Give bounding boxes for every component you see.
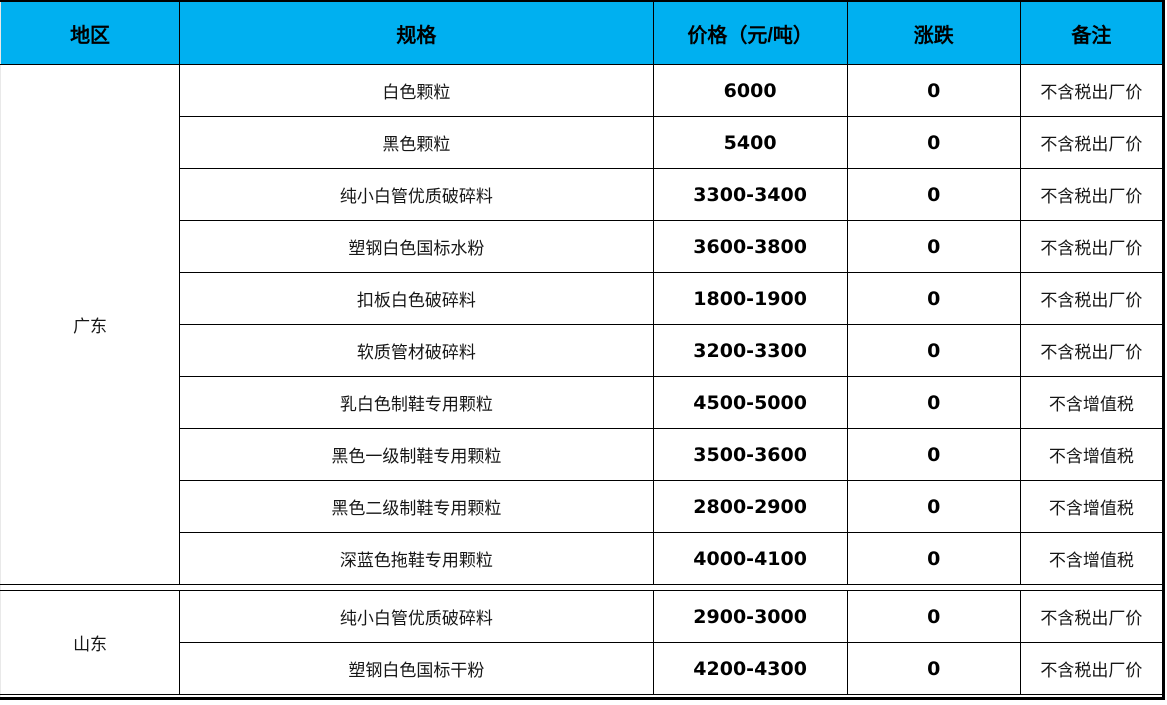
table-row: 塑钢白色国标水粉 3600-3800 0 不含税出厂价 xyxy=(1,220,1165,273)
price-cell: 4200-4300 xyxy=(652,642,848,695)
note-cell: 不含增值税 xyxy=(1019,532,1165,585)
change-cell: 0 xyxy=(846,590,1021,643)
price-cell: 1800-1900 xyxy=(652,272,848,325)
table-row: 扣板白色破碎料 1800-1900 0 不含税出厂价 xyxy=(1,272,1165,325)
change-cell: 0 xyxy=(846,428,1021,481)
change-cell: 0 xyxy=(846,272,1021,325)
header-region: 地区 xyxy=(0,0,181,65)
spec-cell: 乳白色制鞋专用颗粒 xyxy=(179,376,654,429)
table-row: 纯小白管优质破碎料 3300-3400 0 不含税出厂价 xyxy=(1,168,1165,221)
note-cell: 不含税出厂价 xyxy=(1019,64,1165,117)
header-change: 涨跌 xyxy=(846,0,1021,65)
note-cell: 不含税出厂价 xyxy=(1019,220,1165,273)
note-cell: 不含增值税 xyxy=(1019,428,1165,481)
change-cell: 0 xyxy=(846,64,1021,117)
price-cell: 6000 xyxy=(652,64,848,117)
note-cell: 不含税出厂价 xyxy=(1019,168,1165,221)
price-cell: 5400 xyxy=(652,116,848,169)
change-cell: 0 xyxy=(846,324,1021,377)
table-row: 软质管材破碎料 3200-3300 0 不含税出厂价 xyxy=(1,324,1165,377)
change-cell: 0 xyxy=(846,220,1021,273)
region-cell: 广东 xyxy=(0,64,181,585)
spec-cell: 扣板白色破碎料 xyxy=(179,272,654,325)
table-header: 地区 规格 价格（元/吨） 涨跌 备注 xyxy=(0,0,1165,65)
table-row: 广东 白色颗粒 6000 0 不含税出厂价 xyxy=(0,64,1165,585)
price-cell: 2800-2900 xyxy=(652,480,848,533)
table-row: 山东 纯小白管优质破碎料 2900-3000 0 不含税出厂价 xyxy=(0,590,1165,695)
spec-cell: 黑色二级制鞋专用颗粒 xyxy=(179,480,654,533)
price-cell: 3600-3800 xyxy=(652,220,848,273)
spec-cell: 软质管材破碎料 xyxy=(179,324,654,377)
spec-cell: 黑色一级制鞋专用颗粒 xyxy=(179,428,654,481)
spec-cell: 纯小白管优质破碎料 xyxy=(179,168,654,221)
change-cell: 0 xyxy=(846,480,1021,533)
note-cell: 不含税出厂价 xyxy=(1019,272,1165,325)
change-cell: 0 xyxy=(846,532,1021,585)
note-cell: 不含增值税 xyxy=(1019,480,1165,533)
spec-cell: 黑色颗粒 xyxy=(179,116,654,169)
header-price: 价格（元/吨） xyxy=(652,0,848,65)
price-cell: 3500-3600 xyxy=(652,428,848,481)
price-cell: 4500-5000 xyxy=(652,376,848,429)
spec-cell: 纯小白管优质破碎料 xyxy=(179,590,654,643)
table-row: 乳白色制鞋专用颗粒 4500-5000 0 不含增值税 xyxy=(1,376,1165,429)
note-cell: 不含税出厂价 xyxy=(1019,324,1165,377)
spec-cell: 深蓝色拖鞋专用颗粒 xyxy=(179,532,654,585)
header-note: 备注 xyxy=(1019,0,1165,65)
table-body: 广东 白色颗粒 6000 0 不含税出厂价 黑色颗粒 5400 0 不含税出厂价 纯小白管优质破碎… xyxy=(0,64,1165,699)
change-cell: 0 xyxy=(846,642,1021,695)
spec-cell: 白色颗粒 xyxy=(179,64,654,117)
change-cell: 0 xyxy=(846,168,1021,221)
price-cell: 3200-3300 xyxy=(652,324,848,377)
table-row: 塑钢白色国标干粉 4200-4300 0 不含税出厂价 xyxy=(1,642,1165,695)
note-cell: 不含税出厂价 xyxy=(1019,116,1165,169)
header-row: 地区 规格 价格（元/吨） 涨跌 备注 xyxy=(0,0,1165,65)
region-cell: 山东 xyxy=(0,590,181,695)
table-row: 黑色一级制鞋专用颗粒 3500-3600 0 不含增值税 xyxy=(1,428,1165,481)
note-cell: 不含税出厂价 xyxy=(1019,642,1165,695)
price-cell: 2900-3000 xyxy=(652,590,848,643)
price-cell: 3300-3400 xyxy=(652,168,848,221)
note-cell: 不含税出厂价 xyxy=(1019,590,1165,643)
change-cell: 0 xyxy=(846,116,1021,169)
header-spec: 规格 xyxy=(179,0,654,65)
spec-cell: 塑钢白色国标干粉 xyxy=(179,642,654,695)
bottom-separator xyxy=(0,694,1165,699)
spec-cell: 塑钢白色国标水粉 xyxy=(179,220,654,273)
change-cell: 0 xyxy=(846,376,1021,429)
bottom-separator-cell xyxy=(0,694,1165,699)
price-cell: 4000-4100 xyxy=(652,532,848,585)
table-row: 黑色二级制鞋专用颗粒 2800-2900 0 不含增值税 xyxy=(1,480,1165,533)
table-row: 黑色颗粒 5400 0 不含税出厂价 xyxy=(1,116,1165,169)
note-cell: 不含增值税 xyxy=(1019,376,1165,429)
